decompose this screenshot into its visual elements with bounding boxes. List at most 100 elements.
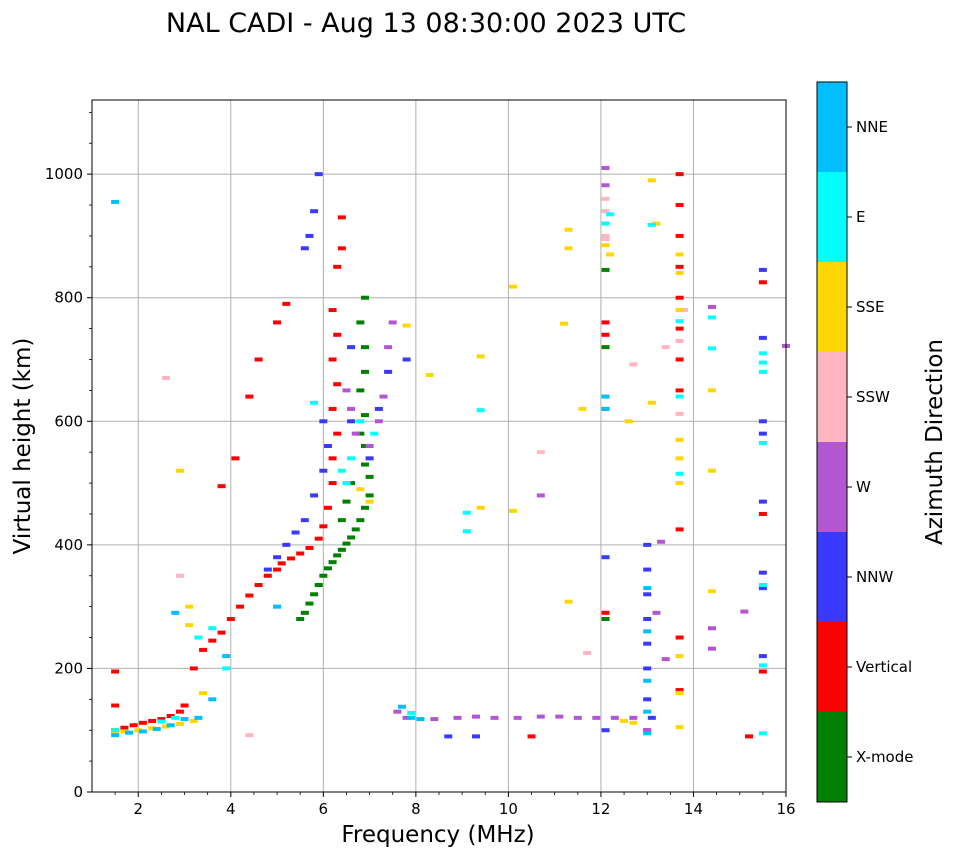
data-point — [305, 601, 314, 606]
data-point — [601, 196, 610, 201]
data-point — [199, 691, 208, 696]
data-point — [157, 717, 166, 722]
data-point — [675, 471, 684, 476]
data-point — [472, 714, 481, 719]
data-point — [606, 212, 615, 217]
data-point — [314, 172, 323, 177]
data-point — [647, 178, 656, 183]
data-point — [758, 669, 767, 674]
data-point — [365, 444, 374, 448]
data-point — [758, 511, 767, 516]
data-point — [647, 715, 656, 720]
data-point — [337, 215, 346, 220]
data-point — [601, 345, 610, 350]
data-point — [273, 320, 282, 325]
data-point — [310, 493, 319, 498]
data-point — [120, 729, 129, 734]
y-tick-label: 600 — [54, 412, 83, 430]
x-tick-label: 2 — [133, 800, 143, 818]
data-point — [601, 165, 610, 170]
data-point — [559, 321, 568, 326]
data-point — [643, 542, 652, 547]
data-point — [273, 604, 282, 609]
data-point — [189, 666, 198, 671]
data-point — [236, 604, 245, 609]
data-point — [573, 715, 582, 720]
data-point — [166, 714, 175, 719]
data-point — [194, 715, 203, 720]
data-point — [111, 669, 120, 674]
data-point — [509, 508, 518, 513]
series-vertical — [111, 172, 767, 739]
data-point — [356, 388, 365, 393]
data-point — [171, 610, 180, 615]
series-nne — [111, 199, 652, 738]
data-point — [675, 691, 684, 696]
data-point — [643, 629, 652, 634]
data-point — [606, 252, 615, 257]
data-point — [300, 246, 309, 251]
colorbar-swatch — [817, 622, 847, 712]
data-point — [360, 505, 369, 510]
data-point — [758, 351, 767, 356]
data-point — [277, 561, 286, 566]
data-point — [134, 728, 143, 733]
data-point — [111, 199, 120, 204]
data-point — [661, 657, 670, 662]
data-point — [758, 731, 767, 736]
x-tick-label: 6 — [319, 800, 329, 818]
data-point — [166, 723, 175, 728]
data-point — [194, 635, 203, 640]
data-point — [254, 357, 263, 362]
data-point — [319, 468, 328, 473]
data-point — [564, 227, 573, 232]
colorbar-tick-label: X-mode — [856, 748, 913, 766]
data-point — [162, 376, 171, 381]
series-e — [111, 212, 767, 736]
data-point — [328, 406, 337, 411]
data-point — [536, 493, 545, 498]
data-point — [629, 362, 638, 367]
colorbar: X-mode Vertical NNW W SSW SSE E NNE — [816, 81, 913, 803]
data-point — [675, 295, 684, 300]
colorbar-label: Azimuth Direction — [922, 339, 948, 545]
data-point — [171, 715, 180, 720]
data-point — [208, 697, 217, 702]
data-point — [342, 388, 351, 393]
data-point — [245, 593, 254, 598]
data-point — [185, 623, 194, 628]
data-point — [652, 610, 661, 615]
data-point — [273, 567, 282, 572]
data-point — [208, 638, 217, 643]
data-point — [425, 372, 434, 377]
x-axis-ticks: 2 4 6 8 10 12 14 16 — [114, 792, 796, 818]
data-point — [365, 493, 374, 498]
data-point — [291, 530, 300, 535]
data-point — [578, 406, 587, 411]
data-point — [680, 308, 689, 313]
data-point — [300, 610, 309, 615]
x-axis-label: Frequency (MHz) — [341, 822, 534, 848]
data-point — [185, 604, 194, 609]
data-point — [337, 246, 346, 251]
data-point — [333, 332, 342, 337]
data-point — [148, 726, 157, 731]
data-point — [476, 505, 485, 510]
data-point — [675, 172, 684, 177]
data-point — [222, 654, 231, 659]
data-point — [610, 715, 619, 720]
data-point — [601, 394, 610, 399]
data-point — [402, 323, 411, 328]
data-point — [601, 406, 610, 411]
series-ssw — [162, 196, 689, 738]
series-x-mode — [296, 267, 610, 621]
data-point — [310, 592, 319, 597]
grid-lines — [92, 100, 786, 792]
data-point — [323, 505, 332, 510]
data-point — [675, 338, 684, 343]
data-point — [397, 704, 406, 709]
data-point — [231, 456, 240, 461]
data-point — [379, 394, 388, 399]
data-point — [263, 567, 272, 572]
data-point — [342, 499, 351, 504]
